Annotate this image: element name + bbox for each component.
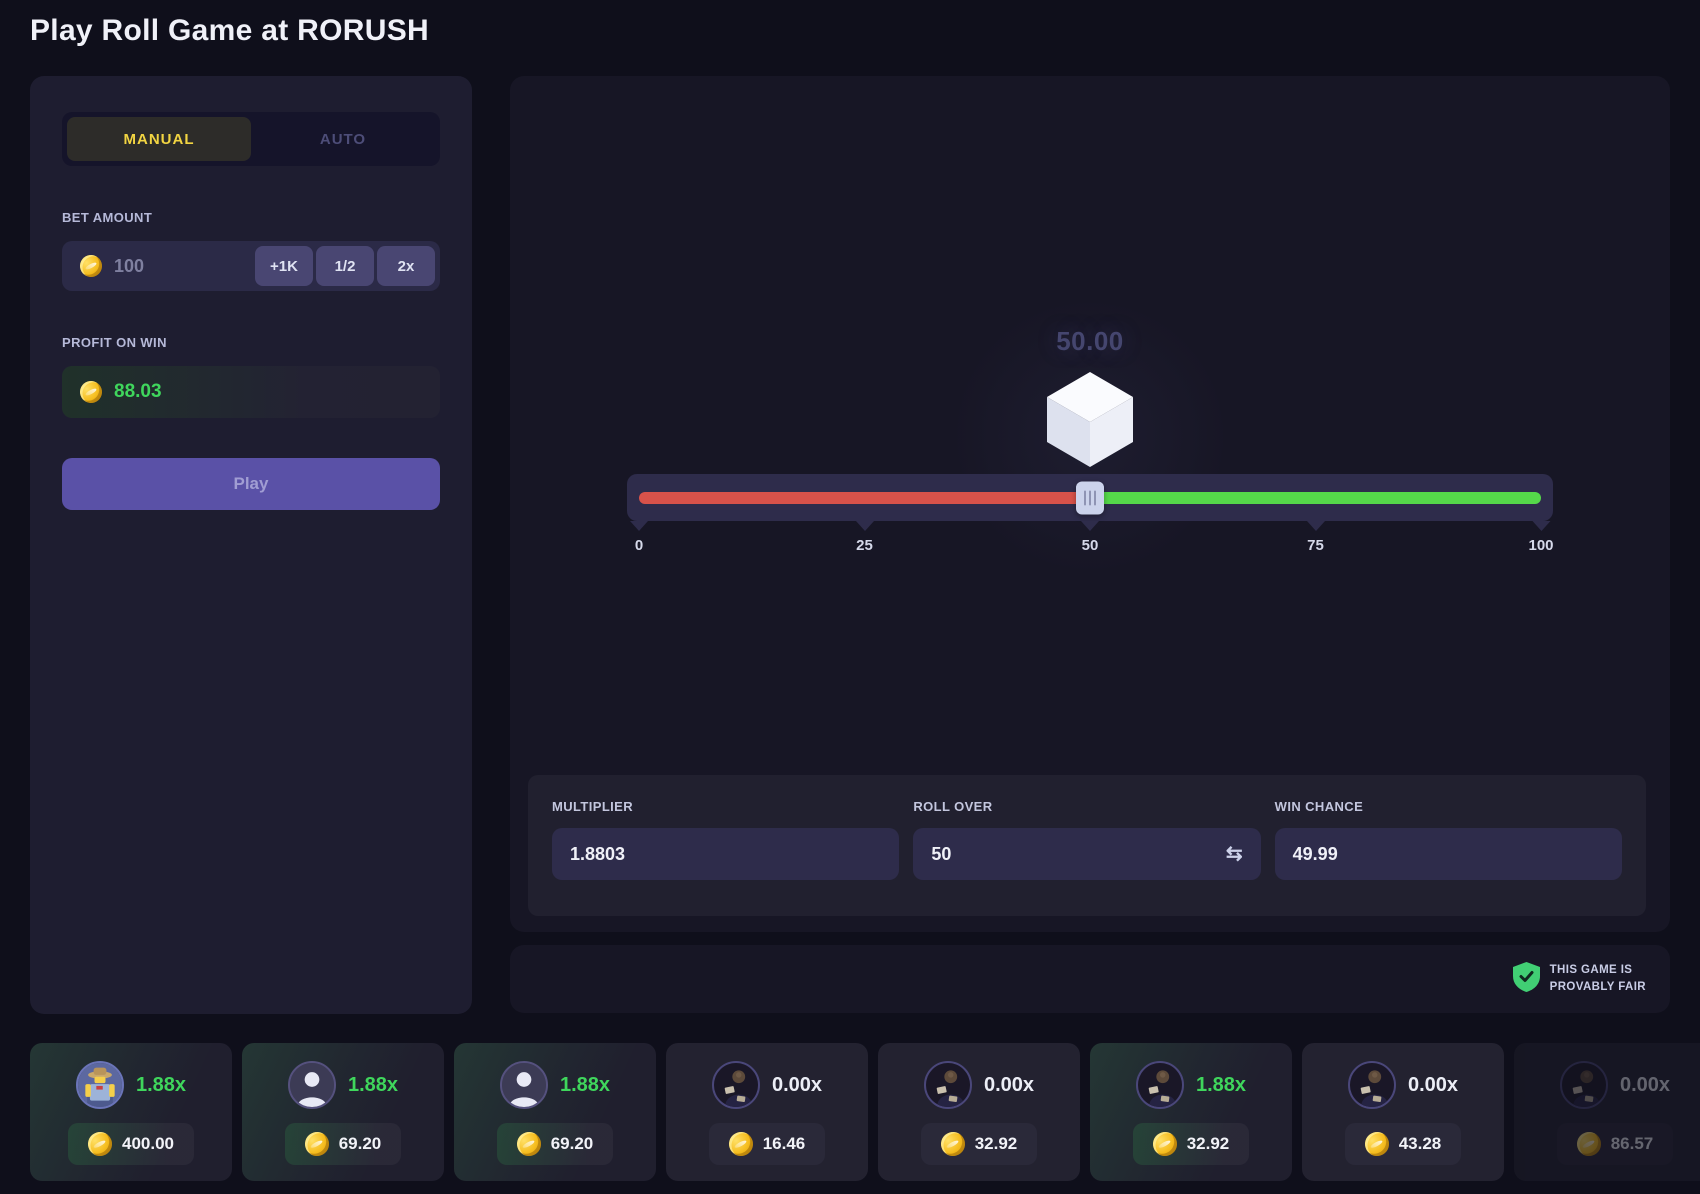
player-avatar bbox=[1135, 1061, 1184, 1109]
profit-on-win-field: 88.03 bbox=[62, 366, 440, 418]
bet-card[interactable]: 0.00x 32.92 bbox=[878, 1043, 1080, 1181]
multiplier-input[interactable]: 1.8803 bbox=[552, 828, 900, 880]
bet-amount: 32.92 bbox=[974, 1134, 1018, 1153]
player-avatar bbox=[923, 1061, 972, 1109]
coin-icon bbox=[1573, 1128, 1604, 1160]
game-panel: 50.00 bbox=[510, 76, 1670, 932]
roll-over-label: ROLL OVER bbox=[913, 799, 993, 814]
tab-manual[interactable]: MANUAL bbox=[67, 117, 251, 161]
win-chance-input[interactable]: 49.99 bbox=[1274, 828, 1622, 880]
shield-check-icon bbox=[1512, 961, 1540, 997]
game-column: 50.00 bbox=[510, 76, 1670, 1014]
bet-card[interactable]: 1.88x 400.00 bbox=[30, 1043, 232, 1181]
coin-icon bbox=[1149, 1128, 1180, 1160]
play-button[interactable]: Play bbox=[62, 458, 440, 510]
profit-on-win-label: PROFIT ON WIN bbox=[62, 335, 167, 350]
tick-50: 50 bbox=[1081, 521, 1099, 554]
slider-track-red bbox=[639, 491, 1090, 504]
player-avatar bbox=[711, 1061, 760, 1109]
bet-amount: 43.28 bbox=[1398, 1134, 1442, 1153]
player-avatar bbox=[287, 1061, 336, 1109]
bet-card[interactable]: 0.00x 86.57 bbox=[1514, 1043, 1700, 1181]
bet-amount-label: BET AMOUNT bbox=[62, 210, 153, 225]
coin-icon bbox=[1361, 1128, 1392, 1160]
player-avatar bbox=[75, 1061, 124, 1109]
stats-panel: MULTIPLIER ROLL OVER WIN CHANCE 1.8803 5… bbox=[528, 775, 1646, 916]
bet-quick-buttons: +1K 1/2 2x bbox=[255, 246, 435, 286]
bet-amount-pill: 32.92 bbox=[1132, 1123, 1250, 1165]
win-chance-label: WIN CHANCE bbox=[1274, 799, 1364, 814]
multiplier-label: MULTIPLIER bbox=[552, 799, 634, 814]
bet-amount: 400.00 bbox=[122, 1134, 174, 1153]
bet-amount-input[interactable]: 100 +1K 1/2 2x bbox=[62, 241, 440, 291]
bet-amount: 69.20 bbox=[338, 1134, 382, 1153]
provably-fair-text: THIS GAME IS PROVABLY FAIR bbox=[1549, 964, 1646, 993]
bet-amount-pill: 43.28 bbox=[1344, 1123, 1462, 1165]
coin-icon bbox=[937, 1128, 968, 1160]
player-avatar bbox=[1559, 1061, 1608, 1109]
player-avatar bbox=[499, 1061, 548, 1109]
dice-cube-icon bbox=[1047, 372, 1133, 472]
bet-card[interactable]: 1.88x 69.20 bbox=[242, 1043, 444, 1181]
roll-result-value: 50.00 bbox=[1056, 326, 1124, 356]
coin-icon bbox=[77, 378, 105, 406]
bet-multiplier: 1.88x bbox=[347, 1073, 399, 1096]
coin-icon bbox=[84, 1128, 116, 1160]
bet-amount-pill: 400.00 bbox=[68, 1123, 194, 1165]
tick-25: 25 bbox=[855, 521, 874, 554]
bet-card[interactable]: 0.00x 43.28 bbox=[1302, 1043, 1504, 1181]
bet-card[interactable]: 1.88x 32.92 bbox=[1090, 1043, 1292, 1181]
roll-over-input[interactable]: 50 ⇆ bbox=[913, 828, 1261, 880]
swap-icon[interactable]: ⇆ bbox=[1225, 843, 1243, 865]
slider-ticks: 0 25 50 75 100 bbox=[630, 521, 1554, 577]
bet-plus-1k-button[interactable]: +1K bbox=[255, 246, 313, 286]
recent-bets-row: 1.88x 400.00 bbox=[30, 1043, 1700, 1181]
tick-75: 75 bbox=[1306, 521, 1325, 554]
slider-track[interactable] bbox=[639, 491, 1541, 504]
bet-amount: 32.92 bbox=[1186, 1134, 1230, 1153]
bet-amount-pill: 32.92 bbox=[920, 1123, 1038, 1165]
bet-multiplier: 0.00x bbox=[983, 1073, 1035, 1096]
player-avatar bbox=[1347, 1061, 1396, 1109]
coin-icon bbox=[301, 1128, 332, 1160]
bet-half-button[interactable]: 1/2 bbox=[316, 246, 374, 286]
bet-multiplier: 1.88x bbox=[1195, 1073, 1247, 1096]
main-row: MANUAL AUTO BET AMOUNT 100 +1K 1/2 2x PR… bbox=[30, 76, 1670, 1014]
bet-multiplier: 0.00x bbox=[1619, 1073, 1671, 1096]
slider-track-green bbox=[1090, 491, 1541, 504]
bet-multiplier: 1.88x bbox=[559, 1073, 611, 1096]
tab-auto[interactable]: AUTO bbox=[251, 117, 435, 161]
bet-amount-pill: 86.57 bbox=[1556, 1123, 1674, 1165]
bet-amount: 86.57 bbox=[1610, 1134, 1654, 1153]
bet-amount: 69.20 bbox=[550, 1134, 594, 1153]
coin-icon bbox=[513, 1128, 544, 1160]
bet-amount-value[interactable]: 100 bbox=[114, 255, 145, 276]
tick-100: 100 bbox=[1528, 521, 1554, 554]
bet-amount-pill: 69.20 bbox=[496, 1123, 614, 1165]
bet-multiplier: 0.00x bbox=[1407, 1073, 1459, 1096]
coin-icon bbox=[725, 1128, 756, 1160]
bet-panel: MANUAL AUTO BET AMOUNT 100 +1K 1/2 2x PR… bbox=[30, 76, 472, 1014]
provably-fair-badge[interactable]: THIS GAME IS PROVABLY FAIR bbox=[1512, 961, 1646, 997]
tick-0: 0 bbox=[630, 521, 648, 554]
bet-amount-pill: 16.46 bbox=[708, 1123, 826, 1165]
bet-card[interactable]: 0.00x 16.46 bbox=[666, 1043, 868, 1181]
bet-mode-tabs: MANUAL AUTO bbox=[62, 112, 440, 166]
bet-card[interactable]: 1.88x 69.20 bbox=[454, 1043, 656, 1181]
profit-on-win-value: 88.03 bbox=[114, 381, 162, 402]
bet-amount: 16.46 bbox=[762, 1134, 806, 1153]
fair-bar: THIS GAME IS PROVABLY FAIR bbox=[510, 945, 1670, 1013]
bet-amount-pill: 69.20 bbox=[284, 1123, 402, 1165]
slider-handle[interactable] bbox=[1076, 481, 1104, 514]
page-title: Play Roll Game at RORUSH bbox=[30, 14, 429, 47]
bet-multiplier: 1.88x bbox=[135, 1073, 187, 1096]
roll-slider[interactable] bbox=[627, 474, 1553, 521]
bet-double-button[interactable]: 2x bbox=[377, 246, 435, 286]
bet-multiplier: 0.00x bbox=[771, 1073, 823, 1096]
coin-icon bbox=[77, 252, 105, 280]
